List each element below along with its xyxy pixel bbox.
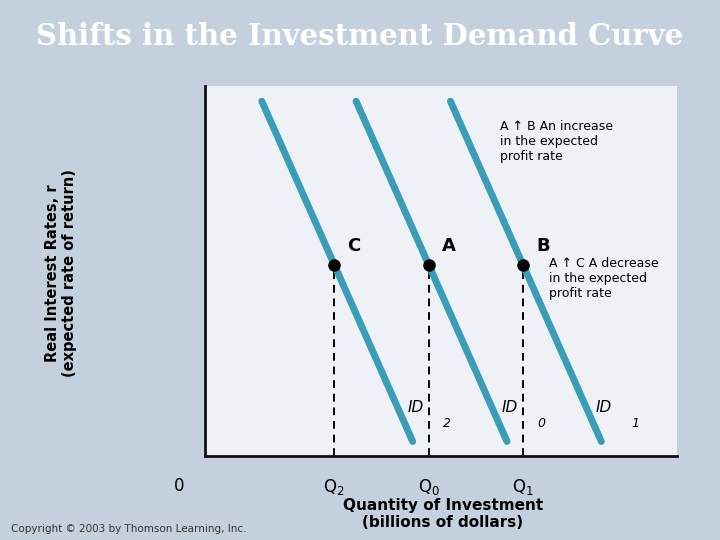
Text: A ↑ B An increase
in the expected
profit rate: A ↑ B An increase in the expected profit… [500, 120, 613, 163]
Text: Shifts in the Investment Demand Curve: Shifts in the Investment Demand Curve [37, 22, 683, 51]
Text: ID: ID [596, 400, 612, 415]
Text: Real Interest Rates, r
(expected rate of return): Real Interest Rates, r (expected rate of… [45, 169, 78, 376]
Text: Copyright © 2003 by Thomson Learning, Inc.: Copyright © 2003 by Thomson Learning, In… [11, 523, 246, 534]
Text: C: C [348, 237, 361, 255]
Text: A: A [442, 237, 456, 255]
Text: Q$_{1}$: Q$_{1}$ [512, 477, 534, 497]
Text: A ↑ C A decrease
in the expected
profit rate: A ↑ C A decrease in the expected profit … [549, 256, 659, 300]
Text: ID: ID [408, 400, 423, 415]
Text: Quantity of Investment
(billions of dollars): Quantity of Investment (billions of doll… [343, 498, 543, 530]
Text: ID: ID [502, 400, 518, 415]
Text: 1: 1 [631, 417, 639, 430]
Text: B: B [536, 237, 549, 255]
Text: Q$_{0}$: Q$_{0}$ [418, 477, 439, 497]
Text: 0: 0 [174, 477, 184, 495]
Text: Q$_{2}$: Q$_{2}$ [323, 477, 345, 497]
Text: 0: 0 [537, 417, 545, 430]
Text: 2: 2 [443, 417, 451, 430]
